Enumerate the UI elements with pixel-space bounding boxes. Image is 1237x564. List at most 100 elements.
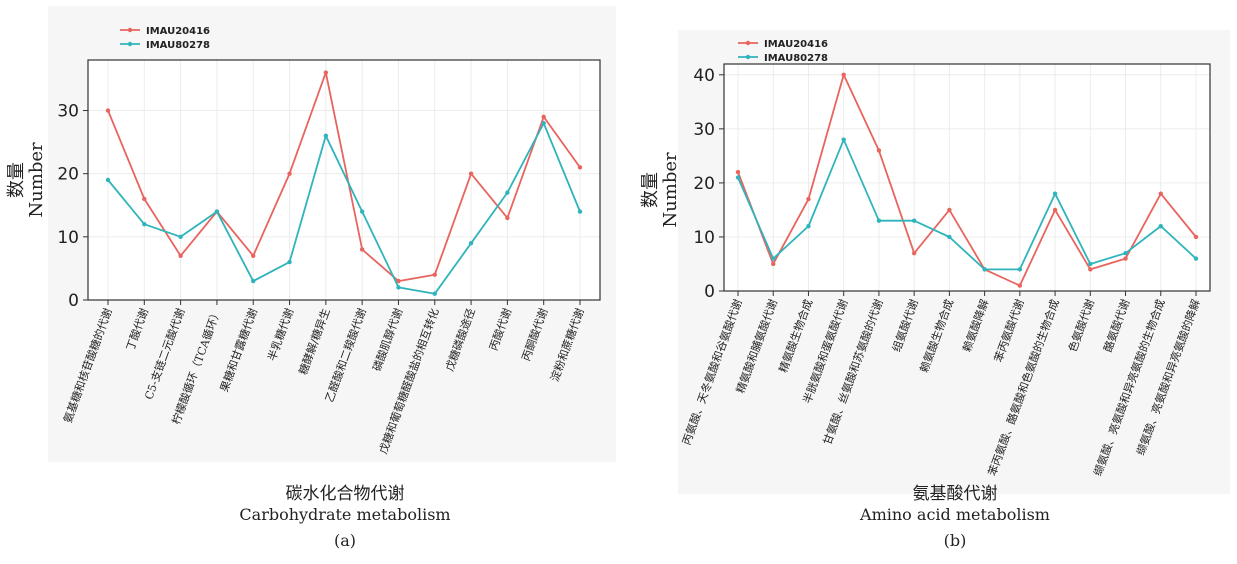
chart-b-series-point-IMAU80278: [806, 223, 811, 229]
caption-b: 氨基酸代谢 Amino acid metabolism (b): [800, 484, 1110, 551]
caption-a-title-en: Carbohydrate metabolism: [239, 505, 451, 525]
chart-a-series-point-IMAU80278: [577, 209, 583, 214]
chart-b-x-tick-label: 酪氨酸代谢: [1100, 297, 1132, 353]
caption-b-title-en: Amino acid metabolism: [860, 505, 1050, 525]
chart-b-series-point-IMAU20416: [911, 250, 917, 256]
chart-b-series-point-IMAU20416: [806, 196, 811, 202]
chart-b-series-point-IMAU80278: [947, 234, 952, 240]
chart-a-series-point-IMAU80278: [505, 190, 510, 195]
chart-a-legend-label: IMAU20416: [146, 26, 210, 37]
chart-b-series-point-IMAU20416: [1017, 283, 1023, 288]
chart-b-legend-marker: [745, 54, 751, 60]
chart-b-y-axis-label-zh: 数量: [640, 172, 661, 208]
chart-b-series-point-IMAU80278: [841, 137, 846, 142]
chart-b-series-point-IMAU80278: [1193, 256, 1199, 261]
chart-b-plot-area: [724, 64, 1210, 291]
chart-a-series-line-IMAU80278: [107, 122, 581, 295]
chart-b-legend-label: IMAU80278: [764, 53, 828, 64]
chart-b-x-tick-label: 色氨酸代谢: [1065, 297, 1097, 353]
chart-a-series-point-IMAU20416: [577, 165, 583, 170]
chart-a-series-point-IMAU20416: [323, 70, 329, 75]
chart-a-series-point-IMAU80278: [251, 278, 256, 284]
caption-a: 碳水化合物代谢 Carbohydrate metabolism (a): [190, 484, 500, 551]
chart-a-y-tick-label: 10: [57, 228, 79, 248]
chart-b-series-point-IMAU20416: [1158, 191, 1163, 196]
chart-b-series-point-IMAU80278: [1017, 267, 1023, 272]
chart-b-series-point-IMAU80278: [1158, 223, 1163, 229]
chart-b-frame: [723, 63, 1211, 292]
chart-a-series-point-IMAU80278: [541, 120, 546, 126]
chart-a-series-point-IMAU20416: [251, 253, 256, 258]
chart-a-series-point-IMAU80278: [468, 240, 474, 246]
caption-b-title-zh: 氨基酸代谢: [912, 484, 998, 504]
chart-a-series-point-IMAU80278: [323, 133, 329, 138]
chart-b-series-point-IMAU80278: [982, 267, 987, 272]
chart-a-series-point-IMAU20416: [105, 108, 111, 113]
chart-a-series-point-IMAU80278: [105, 177, 111, 183]
chart-b-x-tick-label: 赖氨酸降解: [959, 297, 991, 353]
chart-a-y-axis-label-en: Number: [26, 142, 47, 218]
caption-b-label: (b): [943, 531, 967, 551]
chart-b-series-point-IMAU80278: [911, 218, 917, 223]
chart-a-legend-label: IMAU80278: [146, 40, 210, 51]
chart-b-series-point-IMAU20416: [947, 207, 952, 213]
chart-b-x-tick-label: 精氨酸生物合成: [776, 297, 815, 374]
chart-b-x-tick-label: 赖氨酸生物合成: [917, 297, 956, 374]
chart-a-y-tick-label: 0: [68, 291, 79, 311]
caption-a-label: (a): [333, 531, 357, 551]
chart-a-series-point-IMAU20416: [142, 196, 147, 202]
chart-a-series-line-IMAU20416: [107, 71, 581, 283]
chart-b-y-tick-label: 10: [693, 228, 715, 248]
chart-a-series-point-IMAU80278: [214, 209, 220, 214]
chart-a-series-point-IMAU80278: [359, 209, 365, 214]
chart-b-series-point-IMAU20416: [771, 261, 776, 267]
chart-a-series-point-IMAU80278: [178, 234, 183, 240]
chart-b-series-point-IMAU20416: [1088, 267, 1093, 272]
chart-a-series-point-IMAU80278: [142, 222, 147, 227]
chart-b-legend-marker: [745, 40, 751, 46]
chart-b-series-point-IMAU80278: [1088, 261, 1093, 267]
chart-a-y-tick-label: 20: [57, 165, 79, 185]
chart-a-series-point-IMAU20416: [432, 272, 437, 277]
chart-b-x-tick-label: 苯丙氨酸、酪氨酸和色氨酸的生物合成: [985, 297, 1062, 478]
chart-b-series-point-IMAU80278: [876, 218, 882, 223]
chart-b-y-tick-label: 30: [693, 120, 715, 140]
chart-b-y-tick-label: 0: [704, 282, 715, 302]
chart-b-series-point-IMAU80278: [1123, 250, 1128, 256]
chart-a-series-point-IMAU80278: [432, 291, 437, 296]
chart-b-legend-label: IMAU20416: [764, 39, 828, 50]
chart-b-series-point-IMAU20416: [1052, 207, 1058, 213]
chart-a-series-point-IMAU20416: [287, 171, 292, 176]
chart-b-x-tick-label: 缬氨酸、亮氨酸和异亮氨酸的降解: [1133, 297, 1203, 457]
chart-a-legend-marker: [127, 27, 133, 33]
chart-a-series-point-IMAU20416: [178, 253, 183, 258]
chart-a-series-point-IMAU20416: [541, 114, 546, 120]
chart-b-series-point-IMAU20416: [735, 169, 741, 175]
chart-b-series-point-IMAU20416: [1193, 234, 1199, 240]
chart-b-series-line-IMAU20416: [737, 73, 1197, 287]
chart-b-y-tick-label: 20: [693, 174, 715, 194]
chart-a-series-point-IMAU80278: [396, 285, 401, 290]
chart-a-series-point-IMAU20416: [396, 278, 401, 284]
chart-b-y-tick-label: 40: [693, 66, 715, 86]
chart-a-series-point-IMAU20416: [468, 171, 474, 176]
chart-b-series-point-IMAU20416: [1123, 256, 1128, 261]
chart-a-legend-marker: [127, 41, 133, 47]
chart-b-series-point-IMAU80278: [771, 256, 776, 261]
chart-b-series-point-IMAU20416: [841, 72, 846, 78]
chart-b-series-point-IMAU80278: [735, 175, 741, 180]
chart-a-y-axis-label-zh: 数量: [6, 162, 27, 198]
chart-b-x-tick-label: 苯丙氨酸代谢: [991, 297, 1027, 364]
chart-b-series-point-IMAU20416: [876, 148, 882, 153]
chart-a-series-point-IMAU20416: [359, 247, 365, 252]
chart-a-series-point-IMAU20416: [505, 215, 510, 221]
chart-b-series-point-IMAU80278: [1052, 191, 1058, 196]
chart-b-x-tick-label: 组氨酸代谢: [889, 297, 921, 353]
chart-a-series-point-IMAU80278: [287, 259, 292, 265]
caption-a-title-zh: 碳水化合物代谢: [285, 484, 405, 504]
chart-a-y-tick-label: 30: [57, 102, 79, 122]
chart-a-frame: [87, 59, 601, 301]
chart-b-y-axis-label-en: Number: [660, 152, 681, 228]
chart-b-x-tick-label: 缬氨酸、亮氨酸和异亮氨酸的生物合成: [1090, 297, 1167, 478]
